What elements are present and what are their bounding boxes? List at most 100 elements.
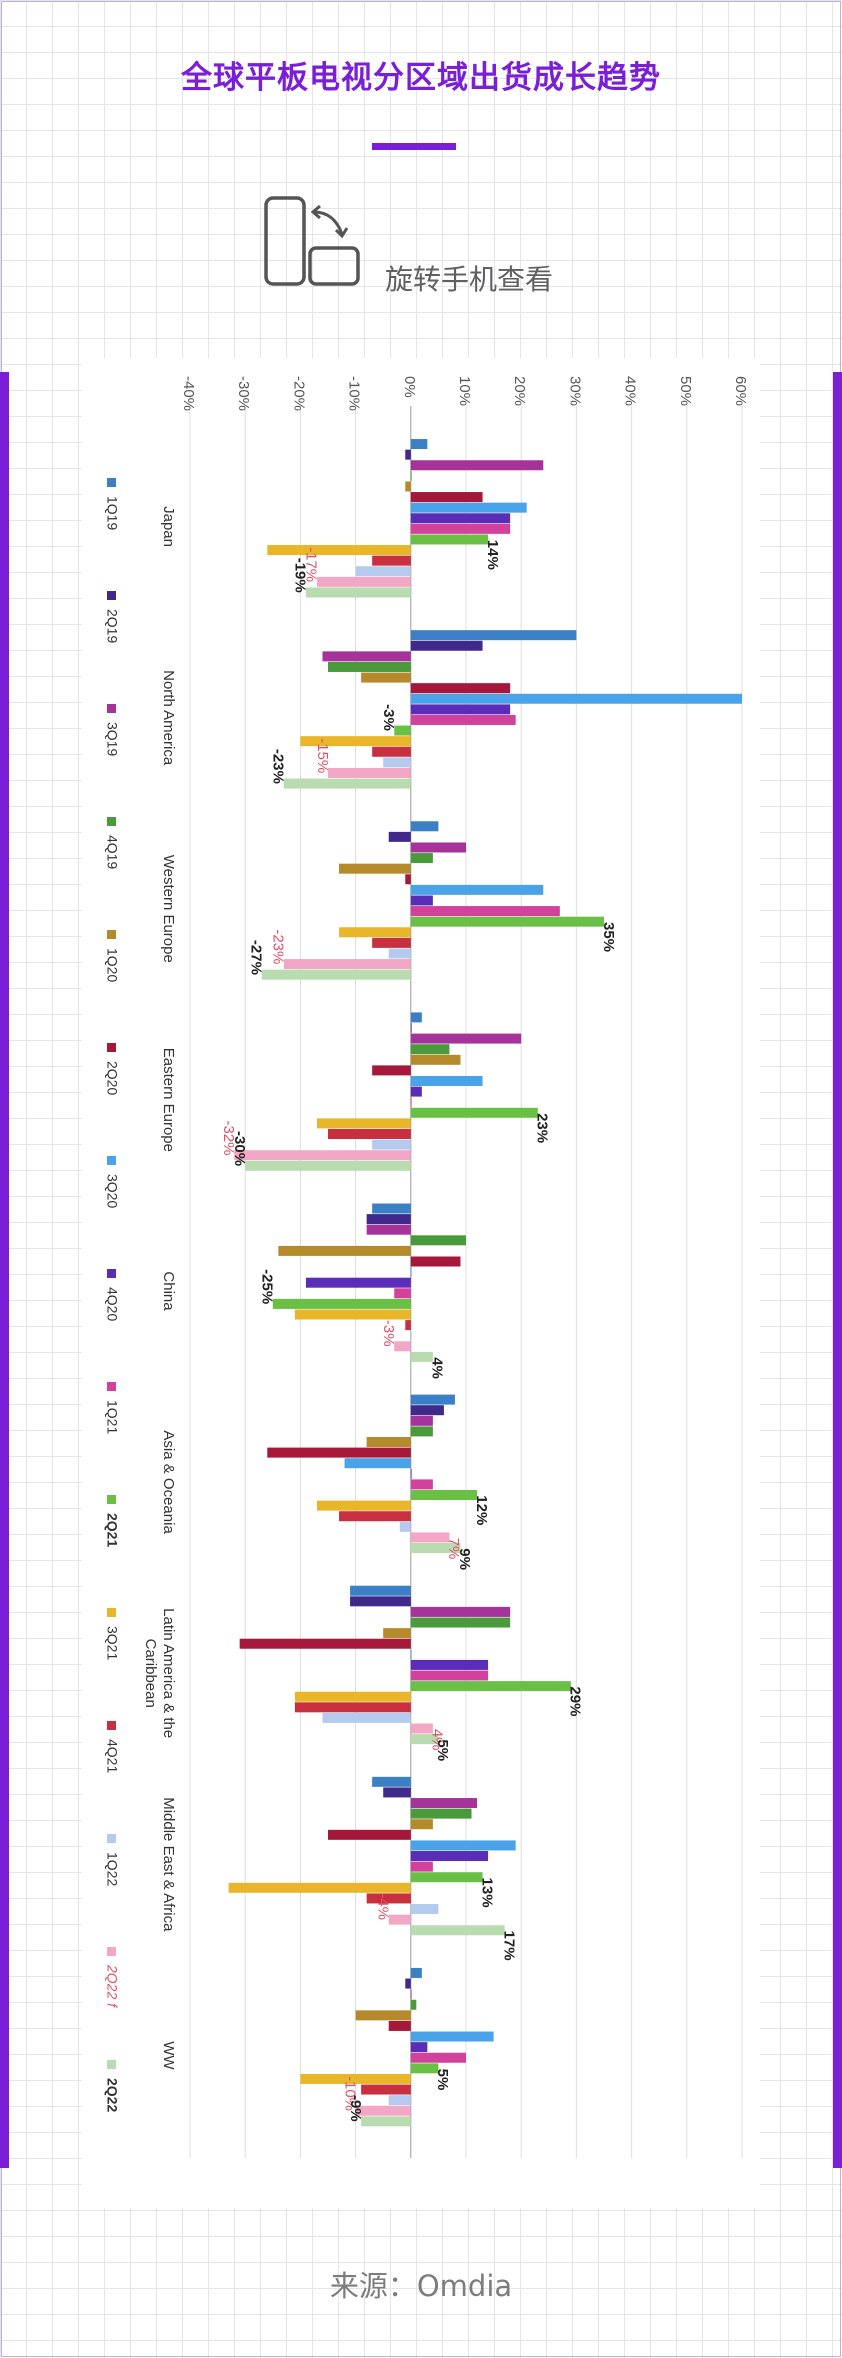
bar-latin-america-and-the-caribbean-2q19 [350, 1596, 411, 1607]
bar-north-america-2q19 [410, 640, 483, 651]
bar-latin-america-and-the-caribbean-3q21 [294, 1691, 411, 1702]
data-label-western-europe-2q21: 35% [600, 922, 617, 952]
category-label-latin-america-and-the: Latin America & the [160, 1608, 177, 1738]
bar-china-3q20 [410, 1267, 412, 1278]
bar-ww-1q21 [410, 2052, 466, 2063]
bar-north-america-3q20 [410, 693, 742, 704]
bar-china-2q21 [272, 1298, 411, 1309]
legend-swatch-2q22-f [107, 1947, 116, 1956]
bar-asia-and-oceania-4q19 [410, 1426, 433, 1437]
data-label-china-2q22-f: -3% [380, 1320, 397, 1347]
x-tick-label: -10% [346, 376, 363, 411]
bar-ww-4q21 [361, 2084, 411, 2095]
bar-latin-america-and-the-caribbean-4q21 [294, 1702, 411, 1713]
bar-ww-1q20 [355, 2010, 411, 2021]
bar-asia-and-oceania-1q19 [410, 1394, 455, 1405]
bar-north-america-1q22 [383, 757, 411, 768]
legend-label-3q19: 3Q19 [104, 722, 120, 756]
legend-swatch-1q22 [107, 1834, 116, 1843]
bar-eastern-europe-4q20 [410, 1086, 422, 1097]
data-label-western-europe-2q22: -27% [248, 940, 265, 975]
bar-japan-1q19 [410, 439, 428, 450]
source-note: 来源：Omdia [329, 2269, 513, 2303]
bar-middle-east-and-africa-4q20 [410, 1851, 489, 1862]
bar-latin-america-and-the-caribbean-4q19 [410, 1617, 511, 1628]
bar-north-america-3q21 [300, 736, 411, 747]
bar-asia-and-oceania-1q21 [410, 1479, 433, 1490]
legend: 1Q19 2Q19 3Q19 4Q19 1Q20 2Q20 3Q20 4Q20 1Q21 2Q21… [104, 478, 120, 2112]
bar-ww-2q22-f [355, 2105, 411, 2116]
bar-ww-2q19 [405, 1978, 411, 1989]
legend-label-1q20: 1Q20 [104, 948, 120, 982]
bar-china-3q21 [294, 1309, 411, 1320]
bar-north-america-2q20 [410, 683, 511, 694]
x-tick-label: 40% [622, 376, 639, 406]
legend-swatch-3q20 [107, 1156, 116, 1165]
legend-swatch-2q21 [107, 1495, 116, 1504]
bar-japan-2q20 [410, 492, 483, 503]
bar-eastern-europe-3q19 [410, 1033, 522, 1044]
bar-ww-4q20 [410, 2042, 428, 2053]
x-tick-label: 50% [677, 376, 694, 406]
bar-western-europe-2q21 [410, 916, 604, 927]
bar-middle-east-and-africa-1q20 [410, 1819, 433, 1830]
bar-latin-america-and-the-caribbean-2q21 [410, 1681, 571, 1692]
bar-north-america-3q19 [322, 651, 411, 662]
bar-eastern-europe-2q22 [245, 1160, 411, 1171]
bar-japan-4q19 [410, 470, 412, 481]
data-label-north-america-2q22: -23% [270, 749, 287, 784]
bar-middle-east-and-africa-2q19 [383, 1787, 411, 1798]
legend-swatch-3q19 [107, 704, 116, 713]
bar-eastern-europe-1q22 [372, 1139, 411, 1150]
rotate-phone-icon [262, 196, 362, 290]
bar-middle-east-and-africa-2q21 [410, 1872, 483, 1883]
bar-ww-1q22 [388, 2095, 411, 2106]
bar-middle-east-and-africa-3q20 [410, 1840, 516, 1851]
bar-western-europe-3q19 [410, 842, 466, 853]
bar-eastern-europe-2q22-f [234, 1150, 411, 1161]
bar-chart: -40% -30% -20% -10% 0% 10% 20% 30% 40% 50% 60% 14% -… [104, 376, 749, 2158]
legend-swatch-3q21 [107, 1608, 116, 1617]
data-labels: 14% -17%-19% -3% -15% -23% 35% -23% -27% 23% -32%… [220, 540, 617, 2122]
category-labels: Japan North America Western Europe Eastern … [142, 506, 177, 2070]
data-label-eastern-europe-2q21: 23% [534, 1113, 551, 1143]
x-tick-label: 60% [732, 376, 749, 406]
data-label-ww-2q22-f: -10% [341, 2076, 358, 2111]
data-label-latin-america-and-the-caribbean-2q22: 5% [434, 1739, 451, 1761]
bar-japan-1q21 [410, 523, 511, 534]
legend-label-3q20: 3Q20 [104, 1174, 120, 1208]
bar-china-1q20 [278, 1245, 411, 1256]
bar-north-america-2q21 [394, 725, 411, 736]
bar-north-america-1q20 [361, 672, 411, 683]
category-label-eastern-europe: Eastern Europe [160, 1048, 177, 1152]
legend-label-3q21: 3Q21 [104, 1626, 120, 1660]
bar-ww-2q22 [361, 2116, 411, 2127]
data-label-asia-and-oceania-2q22: 9% [456, 1548, 473, 1570]
data-label-middle-east-and-africa-2q22: 17% [500, 1931, 517, 1961]
bar-japan-2q22-f [316, 576, 411, 587]
bar-middle-east-and-africa-1q22 [410, 1904, 439, 1915]
data-label-asia-and-oceania-2q22-f: 7% [445, 1538, 462, 1560]
bar-asia-and-oceania-3q21 [316, 1500, 411, 1511]
legend-label-4q21: 4Q21 [104, 1739, 120, 1773]
bar-middle-east-and-africa-3q21 [228, 1882, 411, 1893]
x-tick-label: -30% [235, 376, 252, 411]
legend-swatch-1q20 [107, 930, 116, 939]
bar-japan-3q20 [410, 502, 527, 513]
legend-label-2q20: 2Q20 [104, 1061, 120, 1095]
data-label-ww-2q21: 5% [434, 2069, 451, 2091]
bar-eastern-europe-4q21 [328, 1128, 411, 1139]
bar-asia-and-oceania-2q19 [410, 1405, 444, 1416]
left-accent-bar [0, 372, 9, 2168]
bar-western-europe-1q20 [339, 863, 411, 874]
bar-latin-america-and-the-caribbean-1q22 [322, 1712, 411, 1723]
bar-eastern-europe-1q21 [410, 1097, 412, 1108]
bar-asia-and-oceania-4q20 [410, 1468, 412, 1479]
bar-north-america-2q22-f [328, 767, 411, 778]
x-tick-label: 30% [566, 376, 583, 406]
bar-asia-and-oceania-2q21 [410, 1490, 478, 1501]
bar-japan-2q19 [405, 449, 411, 460]
bar-asia-and-oceania-2q22-f [410, 1532, 450, 1543]
category-label-asia-and-oceania: Asia & Oceania [160, 1430, 177, 1534]
bar-japan-2q22 [305, 587, 411, 598]
